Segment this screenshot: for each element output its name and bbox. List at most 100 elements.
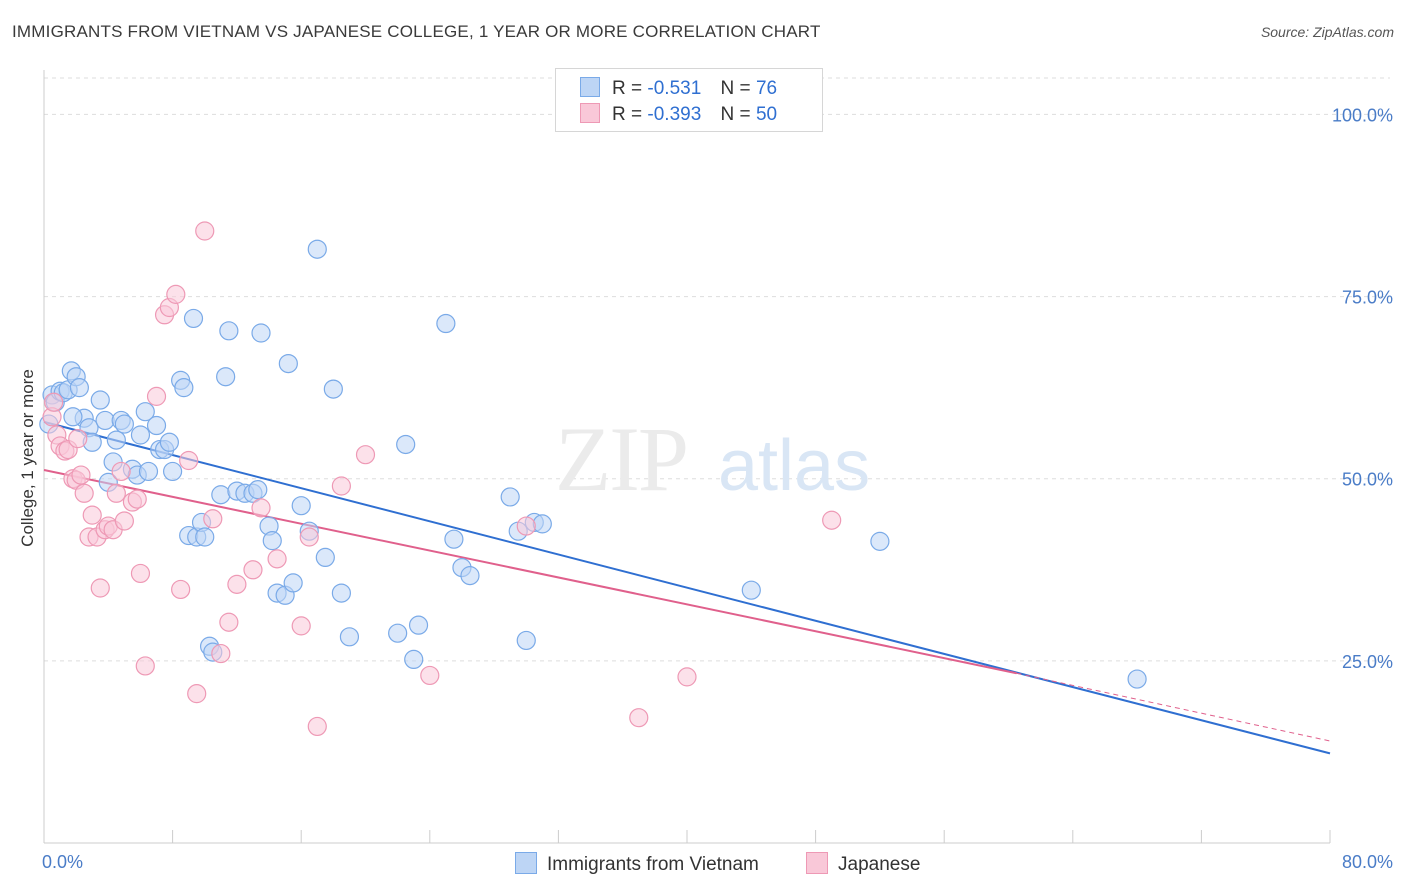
data-point-japanese [211,643,231,664]
trend-lines [43,420,1331,755]
data-point-vietnam [278,354,298,374]
data-point-japanese [166,284,186,304]
data-point-vietnam [291,496,311,516]
data-point-japanese [195,221,215,241]
data-point-japanese [677,667,697,687]
data-point-vietnam [219,321,239,341]
x-tick-label-min: 0.0% [42,852,83,872]
data-point-vietnam [331,583,351,603]
data-point-japanese [243,560,263,580]
data-point-vietnam [146,415,167,436]
data-point-vietnam [216,367,236,387]
axes [43,70,1330,844]
legend-n-value: 50 [755,104,778,125]
y-tick-label: 25.0% [1342,652,1393,672]
data-point-vietnam [183,308,204,329]
data-point-japanese [111,461,131,482]
data-point-japanese [822,510,842,530]
legend-n-label: N = [720,104,751,125]
correlation-legend: R = -0.531 N = 76 R = -0.393 N = 50 [555,68,823,132]
y-tick-label: 50.0% [1342,470,1393,490]
legend-row-japanese: R = -0.393 N = 50 [580,103,777,127]
bottom-legend-swatch-vietnam [515,852,537,874]
data-point-japanese [307,716,327,737]
y-axis-label: College, 1 year or more [18,369,37,547]
bottom-legend-swatch-japanese [806,852,828,874]
data-point-vietnam [323,379,343,399]
data-point-japanese [203,509,223,529]
data-point-japanese [146,386,167,406]
data-point-vietnam [396,434,416,455]
data-point-japanese [130,563,151,584]
data-point-vietnam [95,410,115,431]
data-point-japanese [74,483,94,503]
data-point-japanese [355,445,376,465]
data-point-japanese [106,483,126,503]
data-point-vietnam [741,580,761,600]
legend-r-value: -0.393 [647,104,702,125]
data-point-vietnam [114,414,134,434]
x-axis-ticks [43,830,1331,843]
data-point-vietnam [315,547,335,568]
data-point-vietnam [211,485,231,505]
legend-r-value: -0.531 [647,78,702,99]
data-point-japanese [187,684,207,704]
data-point-vietnam [262,531,282,551]
watermark-atlas: atlas [718,426,870,506]
data-point-vietnam [69,378,89,398]
data-point-vietnam [135,402,155,422]
data-point-vietnam [163,461,183,482]
chart-title: IMMIGRANTS FROM VIETNAM VS JAPANESE COLL… [12,22,821,41]
data-point-japanese [227,574,247,594]
data-points [39,221,1147,737]
data-point-vietnam [460,566,480,586]
legend-n-value: 76 [755,78,778,99]
legend-swatch-japanese [580,103,600,123]
data-point-japanese [68,429,88,449]
data-point-vietnam [444,529,464,549]
data-point-vietnam [408,615,429,635]
data-point-japanese [291,616,311,636]
data-point-japanese [90,578,110,598]
data-point-vietnam [106,430,126,450]
data-point-vietnam [174,378,194,398]
data-point-japanese [44,392,64,412]
data-point-japanese [516,516,536,536]
y-tick-label: 75.0% [1342,288,1393,308]
bottom-legend-japanese: Japanese [806,852,920,876]
data-point-vietnam [516,630,536,651]
data-point-japanese [267,549,287,569]
data-point-japanese [114,511,134,531]
data-point-japanese [219,612,239,632]
data-point-vietnam [283,573,303,593]
source-label: Source: ZipAtlas.com [1260,24,1394,40]
y-axis-ticks: 25.0% 50.0% 75.0% 100.0% [1332,105,1393,671]
data-point-vietnam [436,313,456,334]
y-tick-label: 100.0% [1332,105,1393,125]
data-point-vietnam [500,487,520,507]
trend-line-1 [43,468,1017,675]
data-point-vietnam [870,531,890,551]
data-point-japanese [251,498,271,518]
bottom-legend-label-vietnam: Immigrants from Vietnam [547,854,759,875]
legend-swatch-vietnam [580,77,600,97]
data-point-japanese [299,527,319,547]
data-point-japanese [420,665,440,686]
legend-r-label: R = [612,78,643,99]
bottom-legend-vietnam: Immigrants from Vietnam [515,852,759,876]
data-point-japanese [629,708,649,728]
data-point-vietnam [130,425,151,445]
data-point-vietnam [63,407,83,427]
legend-row-vietnam: R = -0.531 N = 76 [580,77,777,101]
data-point-vietnam [159,432,179,452]
data-point-japanese [171,579,191,600]
data-point-japanese [331,476,351,496]
trend-line-dashed-1 [1016,672,1331,742]
bottom-legend-label-japanese: Japanese [838,854,921,875]
trend-line-0 [43,420,1331,755]
data-point-vietnam [251,323,271,343]
data-point-japanese [127,489,147,509]
legend-n-label: N = [720,78,751,99]
data-point-vietnam [532,514,552,534]
